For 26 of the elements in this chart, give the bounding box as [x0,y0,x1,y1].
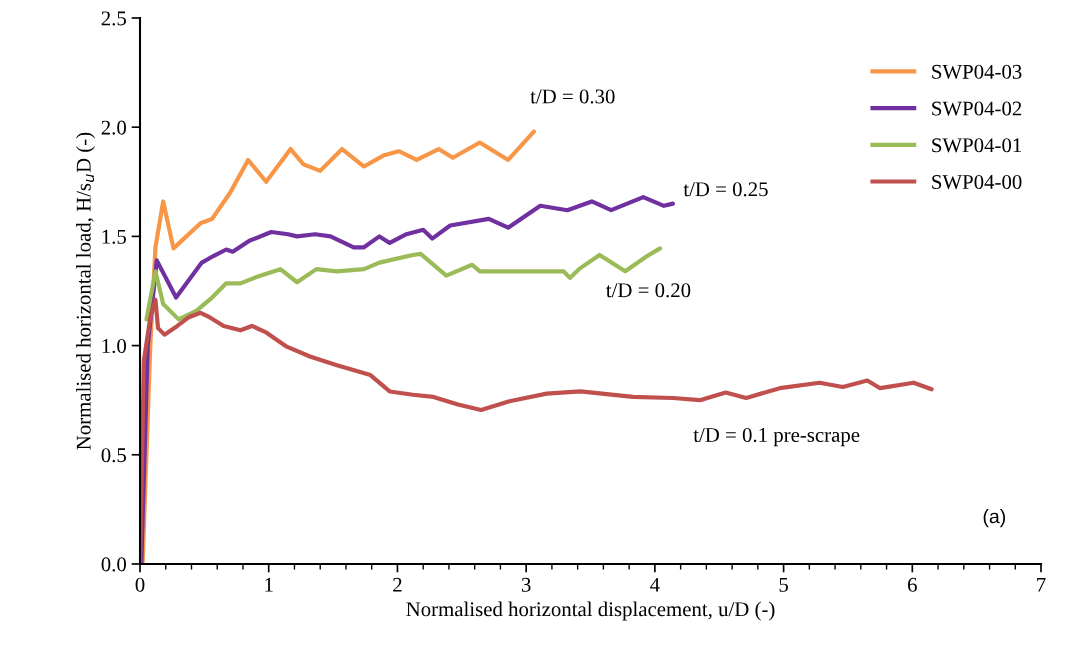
annotation: (a) [983,509,1006,528]
annotation: t/D = 0.20 [606,283,691,298]
legend-label: SWP04-01 [932,138,1022,153]
legend-label: SWP04-02 [932,101,1022,116]
x-tick-label: 7 [1037,577,1046,592]
legend-label: SWP04-03 [932,64,1022,79]
x-tick-label: 6 [908,577,917,592]
x-tick-label: 0 [135,577,145,592]
annotation: t/D = 0.1 pre-scrape [693,427,860,447]
x-tick-label: 3 [521,577,531,592]
y-axis-title: Normalised horizontal load, H/s$_{u}$D (-) [76,132,95,450]
annotation: t/D = 0.25 [683,182,768,197]
x-tick-label: 1 [265,577,273,592]
line-series [140,297,934,564]
y-tick-label: 0.5 [101,448,126,463]
x-tick-label: 4 [650,577,660,592]
y-tick-label: 1.0 [102,338,127,354]
x-tick-label: 5 [779,577,788,592]
y-tick-label: 2.5 [101,11,126,26]
y-tick-label: 2.0 [101,120,127,135]
y-tick-label: 1.5 [102,229,126,244]
y-tick-label: 0.0 [101,557,127,572]
annotation: t/D = 0.30 [530,89,615,104]
x-tick-label: 2 [393,577,402,592]
legend-label: SWP04-00 [932,174,1022,190]
x-axis-title: Normalised horizontal displacement, u/D (-) [406,601,775,621]
